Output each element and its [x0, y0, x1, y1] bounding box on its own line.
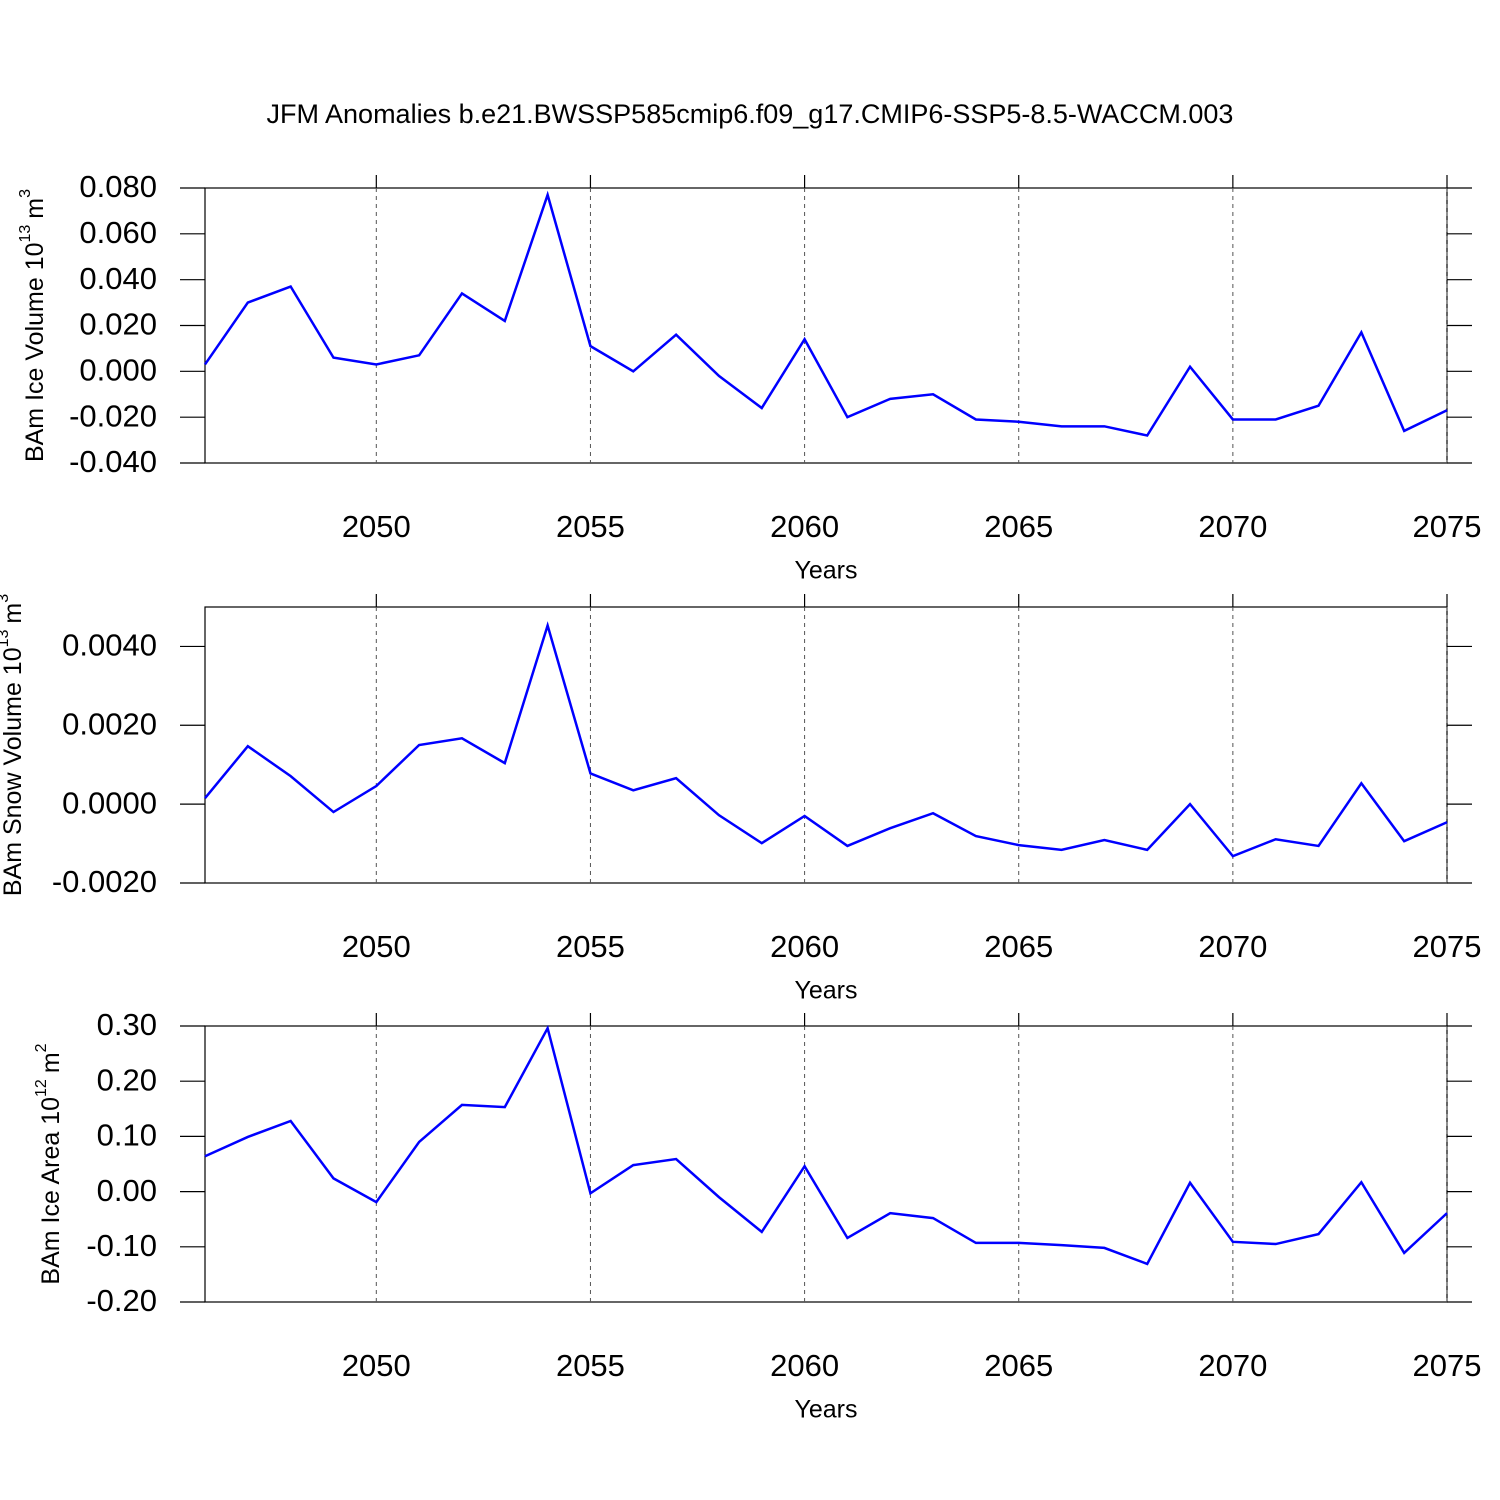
y-label-power: 13 [0, 629, 12, 647]
y-tick-label: 0.20 [97, 1062, 157, 1097]
plot-frame [204, 1025, 1448, 1303]
y-label-power: 13 [17, 225, 34, 243]
y-tick-label: -0.20 [86, 1283, 157, 1318]
x-tick-label: 2050 [342, 929, 411, 964]
y-tick-label: 0.0000 [62, 785, 157, 820]
data-line [204, 1024, 1448, 1266]
y-tick-label: 0.0020 [62, 706, 157, 741]
x-tick-label: 2075 [1413, 929, 1482, 964]
y-label-text: BAm Snow Volume 10 [0, 647, 27, 896]
y-tick-label: -0.0020 [52, 864, 157, 899]
y-label-unit: m [0, 603, 27, 624]
y-label-unit: m [21, 198, 49, 219]
y-tick-label: -0.10 [86, 1228, 157, 1263]
y-label-text: BAm Ice Volume 10 [21, 242, 49, 462]
y-tick-label: 0.000 [79, 353, 157, 388]
x-tick-label: 2060 [770, 929, 839, 964]
x-tick-label: 2055 [556, 1348, 625, 1383]
plot-frame [204, 606, 1448, 884]
y-tick-label: 0.0040 [62, 628, 157, 663]
y-tick-label: -0.020 [69, 398, 157, 433]
x-tick-label: 2065 [984, 1348, 1053, 1383]
data-line [204, 621, 1448, 858]
y-tick-label: 0.00 [97, 1173, 157, 1208]
x-tick-label: 2050 [342, 1348, 411, 1383]
x-tick-label: 2065 [984, 929, 1053, 964]
y-label-power: 12 [33, 1079, 50, 1097]
y-axis-label: BAm Ice Area 1012 m2 [33, 1043, 64, 1284]
panel: 2050 2055 2060 2065 2070 2075 -0.20 -0.10 0.00 0.… [33, 1007, 1481, 1423]
y-tick-label: 0.080 [79, 169, 157, 204]
x-tick-label: 2070 [1198, 1348, 1267, 1383]
y-tick-label: 0.30 [97, 1007, 157, 1042]
x-tick-label: 2070 [1198, 929, 1267, 964]
y-axis-label: BAm Snow Volume 1013 m3 [0, 594, 27, 896]
data-line [203, 190, 1448, 437]
x-axis-label: Years [794, 557, 857, 585]
y-tick-label: 0.020 [79, 307, 157, 342]
y-tick-label: -0.040 [69, 444, 157, 479]
x-tick-label: 2075 [1413, 509, 1482, 544]
x-tick-label: 2055 [556, 929, 625, 964]
y-tick-label: 0.040 [79, 261, 157, 296]
x-tick-label: 2075 [1413, 1348, 1482, 1383]
x-axis-label: Years [794, 977, 857, 1005]
y-label-unit-power: 3 [0, 594, 12, 603]
y-axis-label: BAm Ice Volume 1013 m3 [17, 189, 48, 462]
chart-title: JFM Anomalies b.e21.BWSSP585cmip6.f09_g1… [267, 99, 1234, 129]
panel: 2050 2055 2060 2065 2070 2075 -0.040 -0.020 0.00… [17, 169, 1481, 584]
x-tick-label: 2070 [1198, 509, 1267, 544]
y-tick-label: 0.060 [79, 215, 157, 250]
x-axis-label: Years [794, 1396, 857, 1424]
y-label-unit-power: 2 [33, 1043, 50, 1052]
x-tick-label: 2065 [984, 509, 1053, 544]
x-tick-label: 2050 [342, 509, 411, 544]
x-tick-label: 2055 [556, 509, 625, 544]
x-tick-label: 2060 [770, 1348, 839, 1383]
x-tick-label: 2060 [770, 509, 839, 544]
y-label-text: BAm Ice Area 10 [37, 1097, 65, 1285]
y-label-unit: m [37, 1052, 65, 1073]
panel: 2050 2055 2060 2065 2070 2075 -0.0020 0.0000 0.0… [0, 594, 1481, 1005]
y-tick-label: 0.10 [97, 1118, 157, 1153]
y-label-unit-power: 3 [17, 189, 34, 198]
plot-frame [204, 187, 1448, 464]
